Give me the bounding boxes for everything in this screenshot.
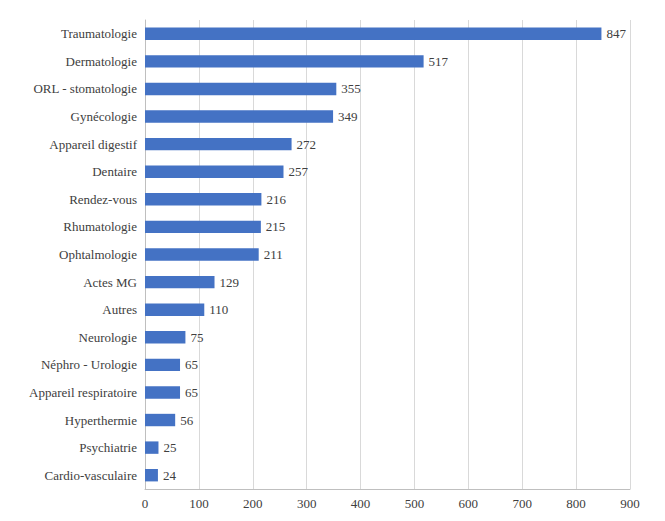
svg-text:25: 25 — [163, 440, 176, 455]
svg-text:Neurologie: Neurologie — [79, 330, 138, 345]
svg-text:Autres: Autres — [102, 302, 137, 317]
svg-text:300: 300 — [297, 496, 317, 511]
svg-text:0: 0 — [142, 496, 149, 511]
svg-text:Néphro - Urologie: Néphro - Urologie — [41, 357, 137, 372]
svg-text:Hyperthermie: Hyperthermie — [65, 413, 137, 428]
svg-text:355: 355 — [341, 81, 361, 96]
svg-text:Appareil respiratoire: Appareil respiratoire — [29, 385, 137, 400]
svg-text:24: 24 — [163, 468, 177, 483]
svg-text:215: 215 — [266, 219, 286, 234]
svg-text:700: 700 — [512, 496, 532, 511]
svg-text:Rhumatologie: Rhumatologie — [63, 219, 137, 234]
svg-text:65: 65 — [185, 357, 198, 372]
svg-text:100: 100 — [189, 496, 209, 511]
svg-text:216: 216 — [266, 192, 286, 207]
svg-text:Rendez-vous: Rendez-vous — [69, 192, 137, 207]
svg-text:349: 349 — [338, 109, 358, 124]
svg-text:272: 272 — [297, 137, 317, 152]
svg-text:600: 600 — [459, 496, 479, 511]
svg-text:500: 500 — [405, 496, 425, 511]
svg-text:56: 56 — [180, 413, 194, 428]
svg-text:517: 517 — [429, 54, 449, 69]
svg-text:Appareil digestif: Appareil digestif — [49, 137, 137, 152]
svg-text:ORL - stomatologie: ORL - stomatologie — [33, 81, 137, 96]
svg-text:129: 129 — [220, 275, 240, 290]
svg-text:Gynécologie: Gynécologie — [71, 109, 138, 124]
svg-text:200: 200 — [243, 496, 263, 511]
svg-text:65: 65 — [185, 385, 198, 400]
svg-text:Psychiatrie: Psychiatrie — [79, 440, 137, 455]
svg-text:211: 211 — [264, 247, 283, 262]
svg-text:Cardio-vasculaire: Cardio-vasculaire — [45, 468, 138, 483]
svg-text:75: 75 — [190, 330, 203, 345]
svg-text:800: 800 — [566, 496, 586, 511]
svg-text:847: 847 — [606, 26, 626, 41]
svg-text:Ophtalmologie: Ophtalmologie — [59, 247, 137, 262]
svg-text:Actes MG: Actes MG — [83, 275, 137, 290]
svg-text:110: 110 — [209, 302, 228, 317]
svg-text:400: 400 — [351, 496, 371, 511]
svg-text:Traumatologie: Traumatologie — [61, 26, 137, 41]
svg-text:Dentaire: Dentaire — [92, 164, 137, 179]
svg-text:257: 257 — [288, 164, 308, 179]
svg-text:900: 900 — [620, 496, 640, 511]
svg-text:Dermatologie: Dermatologie — [66, 54, 138, 69]
